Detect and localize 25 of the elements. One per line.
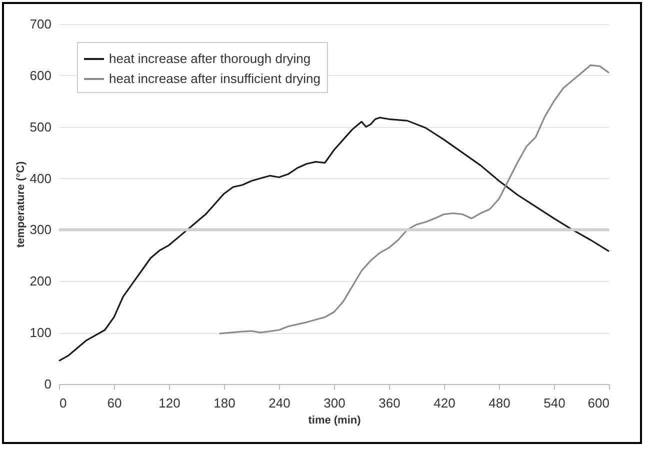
y-tick-label: 100 — [30, 325, 52, 340]
legend-label: heat increase after insufficient drying — [109, 71, 320, 86]
line-series — [218, 64, 610, 334]
y-tick-label: 700 — [30, 16, 52, 32]
y-tick-label: 600 — [30, 68, 52, 83]
x-tick-label: 540 — [544, 396, 566, 410]
x-tick-label: 420 — [434, 396, 456, 410]
x-tick-label: 600 — [588, 396, 610, 410]
x-tick-label: 0 — [60, 396, 67, 410]
y-tick-label: 400 — [30, 170, 52, 186]
x-tick-label: 60 — [107, 396, 122, 410]
x-tick-label: 300 — [324, 396, 346, 410]
x-axis-title: time (min) — [308, 414, 362, 426]
y-tick-label: 300 — [30, 222, 52, 238]
y-tick-label: 200 — [30, 274, 52, 289]
legend-label: heat increase after thorough drying — [109, 51, 311, 66]
x-tick-label: 480 — [488, 396, 510, 410]
y-tick-label: 500 — [30, 119, 52, 134]
x-tick-label: 180 — [214, 396, 236, 410]
x-tick-label: 240 — [268, 396, 290, 410]
x-tick-label: 360 — [378, 396, 400, 410]
y-axis-title: temperature (°C) — [14, 161, 27, 248]
line-series — [58, 116, 610, 362]
y-tick-label: 0 — [44, 376, 52, 392]
x-tick-label: 120 — [158, 396, 180, 410]
